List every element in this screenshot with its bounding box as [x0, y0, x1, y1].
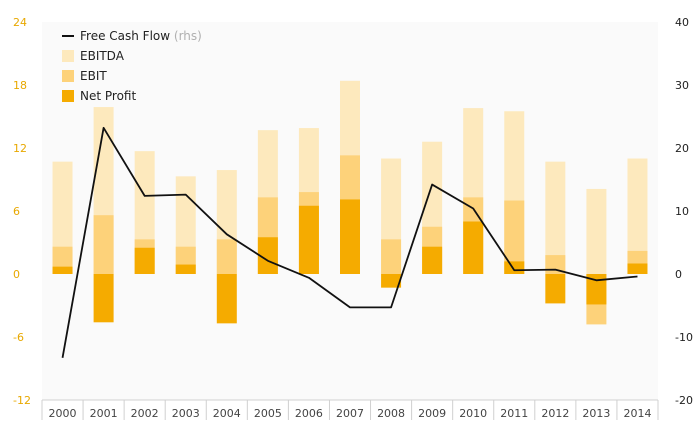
- x-tick-label-2013: 2013: [582, 407, 610, 420]
- y-left-tick-label: -6: [13, 331, 24, 344]
- x-tick-label-2012: 2012: [541, 407, 569, 420]
- y-right-tick-label: 40: [675, 16, 689, 29]
- y-left-tick-label: 12: [13, 142, 27, 155]
- bar-net-profit-2006: [298, 205, 319, 274]
- y-right-tick-label: -20: [675, 394, 693, 407]
- bar-net-profit-2014: [627, 263, 648, 274]
- y-left-tick-label: 24: [13, 16, 27, 29]
- legend-label-free-cash-flow: Free Cash Flow (rhs): [80, 29, 202, 43]
- x-tick-label-2009: 2009: [418, 407, 446, 420]
- y-right-tick-label: 30: [675, 79, 689, 92]
- bar-ebit-2008: [381, 239, 402, 274]
- bar-net-profit-2009: [422, 246, 443, 274]
- y-right-tick-label: 20: [675, 142, 689, 155]
- x-tick-label-2008: 2008: [377, 407, 405, 420]
- bar-ebit-2004: [216, 239, 237, 274]
- legend-swatch-ebit: [62, 70, 74, 82]
- x-tick-label-2004: 2004: [213, 407, 241, 420]
- x-tick-label-2002: 2002: [131, 407, 159, 420]
- legend: Free Cash Flow (rhs) EBITDA EBIT Net Profit: [62, 29, 202, 103]
- bar-ebitda-2012: [545, 161, 566, 274]
- bar-net-profit-2004: [216, 274, 237, 324]
- legend-swatch-ebitda: [62, 50, 74, 62]
- bar-ebit-2011: [504, 200, 525, 274]
- y-left-tick-label: 6: [13, 205, 20, 218]
- legend-label-ebit: EBIT: [80, 69, 107, 83]
- x-tick-label-2000: 2000: [49, 407, 77, 420]
- bar-ebitda-2014: [627, 158, 648, 274]
- line-layer: [61, 126, 638, 358]
- legend-label-net-profit: Net Profit: [80, 89, 136, 103]
- bar-net-profit-2005: [257, 237, 278, 274]
- bar-net-profit-2002: [134, 247, 155, 274]
- x-tick-label-2006: 2006: [295, 407, 323, 420]
- x-tick-label-2014: 2014: [623, 407, 651, 420]
- x-tick-label-2007: 2007: [336, 407, 364, 420]
- y-left-tick-label: 18: [13, 79, 27, 92]
- bar-net-profit-2008: [381, 274, 402, 288]
- bar-ebit-2001: [93, 215, 114, 274]
- y-right-tick-label: -10: [675, 331, 693, 344]
- bar-net-profit-2010: [463, 221, 484, 274]
- bar-ebitda-2000: [52, 161, 73, 274]
- x-tick-label-2011: 2011: [500, 407, 528, 420]
- bar-net-profit-2001: [93, 274, 114, 323]
- bar-net-profit-2003: [175, 264, 196, 274]
- bar-net-profit-2000: [52, 266, 73, 274]
- line-free-cash-flow: [61, 126, 638, 358]
- y-right-tick-label: 10: [675, 205, 689, 218]
- axis-layer: 2000 2001 2002 2003 2004 2005 2006 2007 2008 2009…: [13, 16, 693, 420]
- bars-layer: [52, 80, 648, 325]
- y-left-tick-label: 0: [13, 268, 20, 281]
- y-right-tick-label: 0: [675, 268, 682, 281]
- bar-net-profit-2012: [545, 274, 566, 304]
- x-tick-label-2003: 2003: [172, 407, 200, 420]
- bar-net-profit-2007: [340, 199, 360, 274]
- x-tick-label-2001: 2001: [90, 407, 118, 420]
- legend-swatch-net-profit: [62, 90, 74, 102]
- legend-label-ebitda: EBITDA: [80, 49, 125, 63]
- x-tick-label-2010: 2010: [459, 407, 487, 420]
- bar-net-profit-2013: [586, 274, 607, 305]
- x-tick-label-2005: 2005: [254, 407, 282, 420]
- bar-ebitda-2013: [586, 188, 607, 274]
- bar-net-profit-2011: [504, 261, 525, 274]
- legend-suffix-free-cash-flow: (rhs): [170, 29, 202, 43]
- y-left-tick-label: -12: [13, 394, 31, 407]
